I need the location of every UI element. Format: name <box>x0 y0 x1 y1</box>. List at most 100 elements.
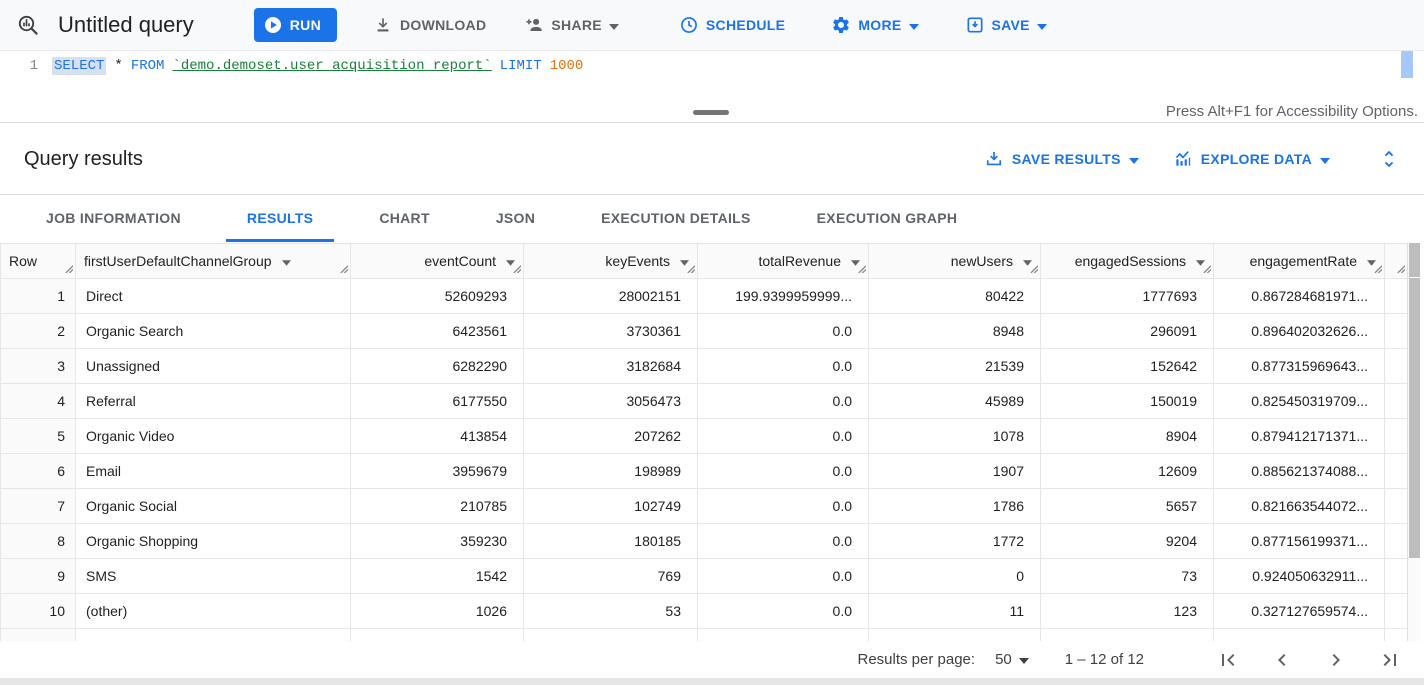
table-vertical-scrollbar[interactable] <box>1407 243 1420 641</box>
save-results-button[interactable]: SAVE RESULTS <box>984 149 1139 169</box>
table-cell: 1786 <box>868 488 1041 524</box>
first-page-button[interactable] <box>1216 648 1240 672</box>
person-add-icon <box>524 15 544 35</box>
column-resize-handle[interactable] <box>1029 260 1039 276</box>
expand-results-button[interactable] <box>1378 148 1400 170</box>
column-resize-handle[interactable] <box>64 260 74 276</box>
sql-star: * <box>114 58 123 74</box>
column-header-firstUserDefaultChannelGroup: firstUserDefaultChannelGroup <box>75 243 351 279</box>
last-page-icon <box>1383 653 1396 666</box>
table-cell: 3182684 <box>523 348 698 384</box>
table-cell: 0.0 <box>697 348 869 384</box>
results-tab-bar: JOB INFORMATION RESULTS CHART JSON EXECUTION… <box>0 196 1424 242</box>
pagination-bar: Results per page: 50 1 – 12 of 12 <box>0 641 1424 678</box>
table-cell: 1772 <box>868 523 1041 559</box>
tab-execution-graph[interactable]: EXECUTION GRAPH <box>816 209 958 226</box>
table-cell: Organic Video <box>75 418 351 454</box>
unfold-more-icon <box>1378 148 1400 170</box>
column-sort-caret-icon[interactable] <box>680 253 689 269</box>
sql-table-reference[interactable]: `demo.demoset.user_acquisition_report` <box>172 58 492 74</box>
download-button[interactable]: DOWNLOAD <box>363 8 496 42</box>
caret-down-icon <box>1018 651 1029 668</box>
table-cell: 8948 <box>868 313 1041 349</box>
table-cell: 0.867284681971... <box>1213 278 1385 314</box>
table-cell: Unassigned <box>75 348 351 384</box>
table-cell: 123 <box>1040 593 1214 629</box>
table-cell: 210785 <box>350 488 524 524</box>
column-resize-handle[interactable] <box>857 260 867 276</box>
table-cell: Referral <box>75 383 351 419</box>
column-sort-caret-icon[interactable] <box>506 253 515 269</box>
table-cell: 6282290 <box>350 348 524 384</box>
table-cell: 1 <box>1040 628 1214 641</box>
tab-chart[interactable]: CHART <box>379 209 430 226</box>
tab-execution-details[interactable]: EXECUTION DETAILS <box>601 209 751 226</box>
results-table-container: Row firstUserDefaultChannelGroup eventCoun… <box>0 243 1407 641</box>
column-sort-caret-icon[interactable] <box>281 253 291 269</box>
next-page-button[interactable] <box>1324 648 1348 672</box>
column-sort-caret-icon[interactable] <box>851 253 860 269</box>
chevron-down-icon <box>608 17 619 33</box>
filler-cell <box>1384 628 1407 641</box>
table-cell: 0.885621374088... <box>1213 453 1385 489</box>
table-cell: 0.0 <box>697 383 869 419</box>
schedule-button[interactable]: SCHEDULE <box>669 8 795 42</box>
table-row: 6 Email 3959679 198989 0.0 1907 12609 0.8856213… <box>0 453 1407 489</box>
save-button[interactable]: SAVE <box>955 8 1057 42</box>
table-cell: 413854 <box>350 418 524 454</box>
tab-job-information[interactable]: JOB INFORMATION <box>46 209 181 226</box>
run-button[interactable]: RUN <box>253 8 337 42</box>
split-drag-handle[interactable] <box>693 110 729 115</box>
column-header-Row: Row <box>0 243 76 279</box>
table-cell: 0.0 <box>697 488 869 524</box>
query-results-header: Query results SAVE RESULTS <box>0 124 1424 195</box>
explore-data-button[interactable]: EXPLORE DATA <box>1173 149 1330 169</box>
column-header-newUsers: newUsers <box>868 243 1041 279</box>
column-resize-handle[interactable] <box>339 260 349 276</box>
row-number-cell: 1 <box>0 278 76 314</box>
table-row: 10 (other) 1026 53 0.0 11 123 0.327127659574... <box>0 593 1407 629</box>
results-per-page-label: Results per page: <box>857 651 976 668</box>
previous-page-button[interactable] <box>1270 648 1294 672</box>
column-sort-caret-icon[interactable] <box>1367 253 1376 269</box>
row-number-cell: 9 <box>0 558 76 594</box>
table-cell: 0.0 <box>697 313 869 349</box>
table-cell: 0 <box>868 558 1041 594</box>
sql-limit-value: 1000 <box>549 58 584 74</box>
column-header-engagedSessions: engagedSessions <box>1040 243 1214 279</box>
table-cell: 0.879412171371... <box>1213 418 1385 454</box>
last-page-button[interactable] <box>1378 648 1402 672</box>
row-number-cell: 2 <box>0 313 76 349</box>
more-button[interactable]: MORE <box>821 8 928 42</box>
column-sort-caret-icon[interactable] <box>1023 253 1032 269</box>
table-row: 4 Referral 6177550 3056473 0.0 45989 150019 0.8… <box>0 383 1407 419</box>
table-cell: 5657 <box>1040 488 1214 524</box>
filler-cell <box>1384 453 1407 489</box>
column-resize-handle[interactable] <box>512 260 522 276</box>
horizontal-scrollbar-track[interactable] <box>0 678 1424 685</box>
table-cell: 198989 <box>523 453 698 489</box>
column-resize-handle[interactable] <box>686 260 696 276</box>
table-cell: 0.0 <box>697 558 869 594</box>
table-cell: 134 <box>523 628 698 641</box>
table-cell: 12609 <box>1040 453 1214 489</box>
column-resize-handle[interactable] <box>1396 260 1406 276</box>
tab-json[interactable]: JSON <box>495 209 536 226</box>
column-sort-caret-icon[interactable] <box>1196 253 1205 269</box>
download-icon <box>373 15 393 35</box>
row-number-cell: 8 <box>0 523 76 559</box>
row-number-cell: 4 <box>0 383 76 419</box>
tab-results[interactable]: RESULTS <box>225 196 335 242</box>
row-number-cell: 5 <box>0 418 76 454</box>
sql-editor[interactable]: 1 SELECT * FROM `demo.demoset.user_acqui… <box>0 51 1424 123</box>
share-button[interactable]: SHARE <box>514 8 629 42</box>
page-size-select[interactable]: 50 <box>995 651 1029 668</box>
filler-cell <box>1384 593 1407 629</box>
filler-cell <box>1384 523 1407 559</box>
line-number: 1 <box>29 58 38 74</box>
table-cell: 0.0 <box>697 628 869 641</box>
column-resize-handle[interactable] <box>1202 260 1212 276</box>
column-resize-handle[interactable] <box>1373 260 1383 276</box>
scrollbar-thumb[interactable] <box>1409 278 1420 558</box>
editor-scrollbar-thumb[interactable] <box>1401 51 1413 78</box>
